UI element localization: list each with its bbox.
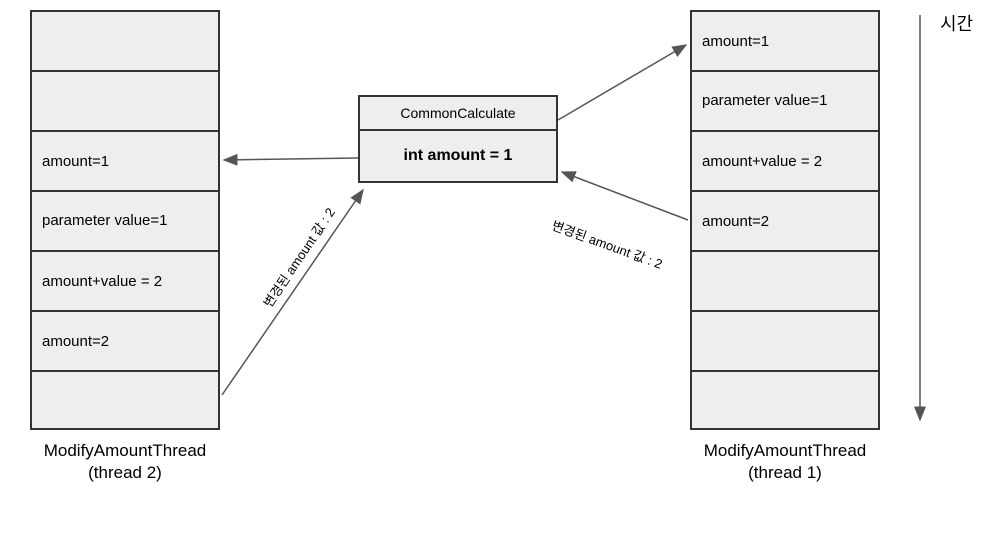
left-caption-line2: (thread 2) bbox=[88, 463, 162, 482]
left-cell-1 bbox=[32, 72, 218, 132]
right-cell-2: amount+value = 2 bbox=[692, 132, 878, 192]
arrow-center-to-right bbox=[558, 45, 686, 120]
right-cell-4 bbox=[692, 252, 878, 312]
left-cell-4: amount+value = 2 bbox=[32, 252, 218, 312]
arrow-right-to-center bbox=[562, 172, 688, 220]
right-cell-6 bbox=[692, 372, 878, 432]
left-cell-6 bbox=[32, 372, 218, 432]
edge-label-left-write: 변경된 amount 값 : 2 bbox=[258, 203, 339, 310]
left-thread-stack: amount=1 parameter value=1 amount+value … bbox=[30, 10, 220, 430]
center-box-header: CommonCalculate bbox=[360, 97, 556, 131]
right-cell-5 bbox=[692, 312, 878, 372]
right-cell-1: parameter value=1 bbox=[692, 72, 878, 132]
time-axis-label: 시간 bbox=[940, 10, 973, 36]
right-cell-0: amount=1 bbox=[692, 12, 878, 72]
left-cell-2: amount=1 bbox=[32, 132, 218, 192]
right-stack-caption: ModifyAmountThread (thread 1) bbox=[690, 440, 880, 484]
right-caption-line1: ModifyAmountThread bbox=[704, 441, 867, 460]
left-stack-caption: ModifyAmountThread (thread 2) bbox=[30, 440, 220, 484]
right-cell-3: amount=2 bbox=[692, 192, 878, 252]
left-cell-0 bbox=[32, 12, 218, 72]
center-box-body: int amount = 1 bbox=[360, 131, 556, 181]
left-cell-3: parameter value=1 bbox=[32, 192, 218, 252]
right-caption-line2: (thread 1) bbox=[748, 463, 822, 482]
left-caption-line1: ModifyAmountThread bbox=[44, 441, 207, 460]
edge-label-right-write: 변경된 amount 값 : 2 bbox=[550, 215, 666, 273]
arrow-left-to-center bbox=[222, 190, 363, 395]
center-shared-box: CommonCalculate int amount = 1 bbox=[358, 95, 558, 183]
right-thread-stack: amount=1 parameter value=1 amount+value … bbox=[690, 10, 880, 430]
arrow-center-to-left bbox=[224, 158, 358, 160]
left-cell-5: amount=2 bbox=[32, 312, 218, 372]
